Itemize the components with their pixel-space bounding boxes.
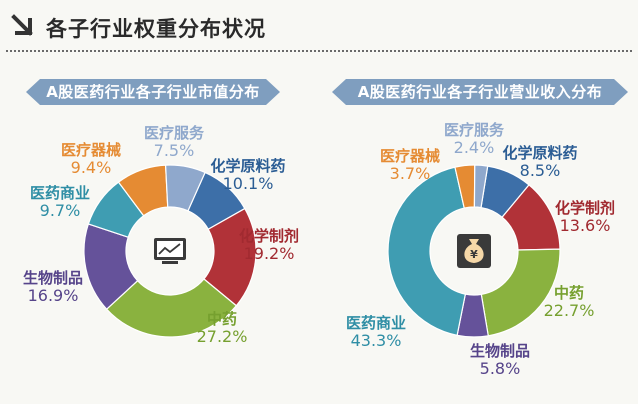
donut-slice-3: [105, 278, 238, 338]
label-name: 医药商业: [345, 314, 407, 332]
label-name: 中药: [206, 310, 238, 328]
label-value: 3.7%: [389, 164, 431, 184]
label-medical-devices: 医疗器械 9.4%: [60, 141, 122, 178]
label-pharma-commerce: 医药商业 43.3%: [345, 314, 407, 351]
label-name: 医疗服务: [443, 121, 505, 139]
label-value: 5.8%: [479, 359, 521, 379]
label-name: 化学制剂: [238, 227, 300, 245]
market-cap-donut: [83, 164, 257, 338]
market-cap-chart-title: A股医药行业各子行业市值分布: [26, 79, 280, 105]
label-value: 9.4%: [70, 158, 112, 178]
donut-slice-7: [164, 164, 206, 212]
label-name: 医药商业: [29, 184, 91, 202]
label-value: 9.7%: [39, 201, 81, 221]
revenue-donut: ¥: [387, 164, 561, 338]
svg-text:¥: ¥: [470, 248, 478, 261]
label-medical-services: 医疗服务 2.4%: [443, 121, 505, 158]
arrow-down-right-icon: [11, 14, 33, 36]
section-title: 各子行业权重分布状况: [46, 17, 266, 41]
label-name: 化学原料药: [210, 157, 286, 175]
label-medical-devices: 医疗器械 3.7%: [379, 147, 441, 184]
label-value: 10.1%: [222, 174, 274, 194]
label-value: 19.2%: [243, 244, 295, 264]
label-value: 13.6%: [559, 216, 611, 236]
label-biologics: 生物制品 5.8%: [469, 342, 531, 379]
label-value: 8.5%: [519, 161, 561, 181]
label-chemical-apis: 化学原料药 10.1%: [210, 157, 286, 194]
label-name: 化学制剂: [554, 199, 616, 217]
label-biologics: 生物制品 16.9%: [22, 269, 84, 306]
label-value: 27.2%: [196, 327, 248, 347]
money-bag-icon: ¥: [457, 234, 491, 268]
label-value: 7.5%: [153, 141, 195, 161]
label-name: 中药: [553, 284, 585, 302]
label-pharma-commerce: 医药商业 9.7%: [29, 184, 91, 221]
label-chemical-preparations: 化学制剂 19.2%: [238, 227, 300, 264]
label-tcm: 中药 22.7%: [543, 284, 595, 321]
label-chemical-preparations: 化学制剂 13.6%: [554, 199, 616, 236]
label-tcm: 中药 27.2%: [196, 310, 248, 347]
label-name: 医疗器械: [379, 147, 441, 165]
label-value: 22.7%: [543, 301, 595, 321]
donut-slice-7: [473, 164, 489, 209]
label-chemical-apis: 化学原料药 8.5%: [502, 144, 578, 181]
label-value: 16.9%: [27, 286, 79, 306]
label-name: 医疗器械: [60, 141, 122, 159]
section-header: 各子行业权重分布状况: [6, 6, 632, 52]
header-divider: [6, 50, 632, 52]
chart-screen-icon: [154, 238, 186, 264]
label-name: 医疗服务: [143, 124, 205, 142]
label-medical-services: 医疗服务 7.5%: [143, 124, 205, 161]
revenue-chart-title: A股医药行业各子行业营业收入分布: [332, 79, 628, 105]
label-name: 生物制品: [469, 342, 531, 360]
donut-slice-5: [387, 166, 467, 337]
label-value: 2.4%: [453, 138, 495, 158]
label-name: 生物制品: [22, 269, 84, 287]
label-name: 化学原料药: [502, 144, 578, 162]
label-value: 43.3%: [350, 331, 402, 351]
